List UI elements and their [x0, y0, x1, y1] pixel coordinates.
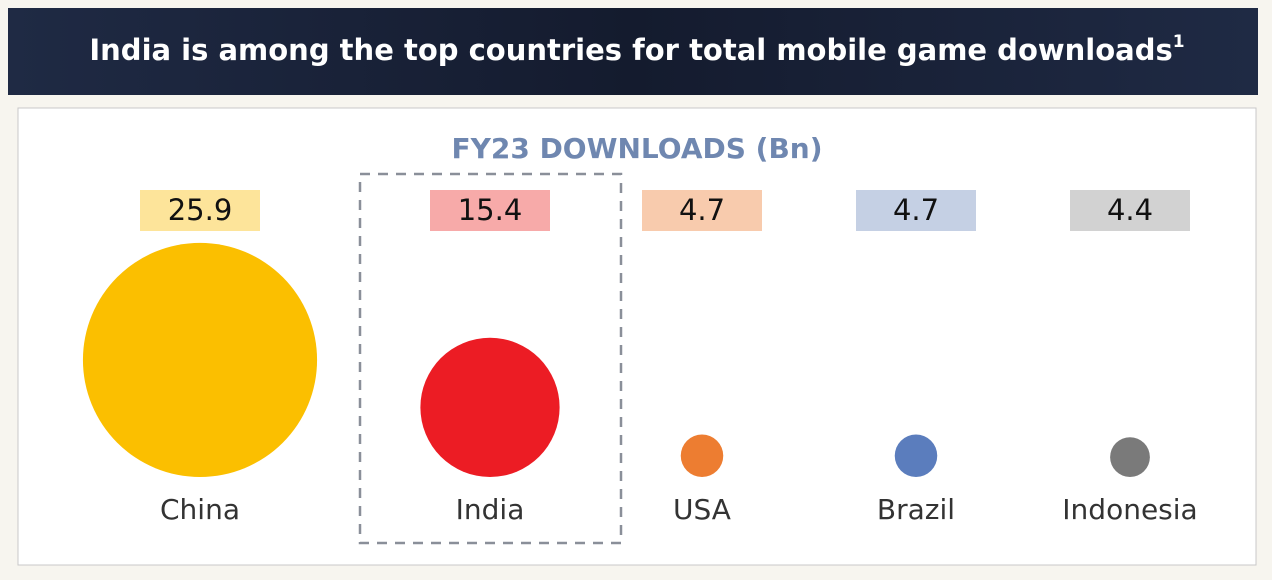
bubble: [680, 434, 724, 478]
category-label: India: [456, 493, 525, 526]
value-label: 4.7: [679, 193, 725, 227]
highlight-box: [358, 172, 623, 545]
title-note: 1: [1173, 32, 1185, 52]
category-label: Indonesia: [1062, 493, 1197, 526]
category-label: China: [160, 493, 240, 526]
chart-subtitle: FY23 DOWNLOADS (Bn): [451, 132, 822, 165]
chart-title: India is among the top countries for tot…: [89, 33, 1172, 67]
value-label: 4.4: [1107, 193, 1153, 227]
header-bar: [8, 8, 1258, 95]
category-label: USA: [673, 493, 731, 526]
value-label-bg: [642, 190, 762, 231]
value-label-bg: [430, 190, 550, 231]
bubble: [1110, 437, 1150, 477]
value-label: 15.4: [458, 193, 523, 227]
value-label: 4.7: [893, 193, 939, 227]
bubble: [420, 337, 560, 477]
bubble: [82, 242, 318, 477]
category-label: Brazil: [877, 493, 955, 526]
value-label-bg: [1070, 190, 1190, 231]
bubble: [894, 434, 938, 478]
value-label: 25.9: [168, 193, 233, 227]
value-label-bg: [140, 190, 260, 231]
chart-title-group: India is among the top countries for tot…: [89, 32, 1184, 67]
value-label-bg: [856, 190, 976, 231]
